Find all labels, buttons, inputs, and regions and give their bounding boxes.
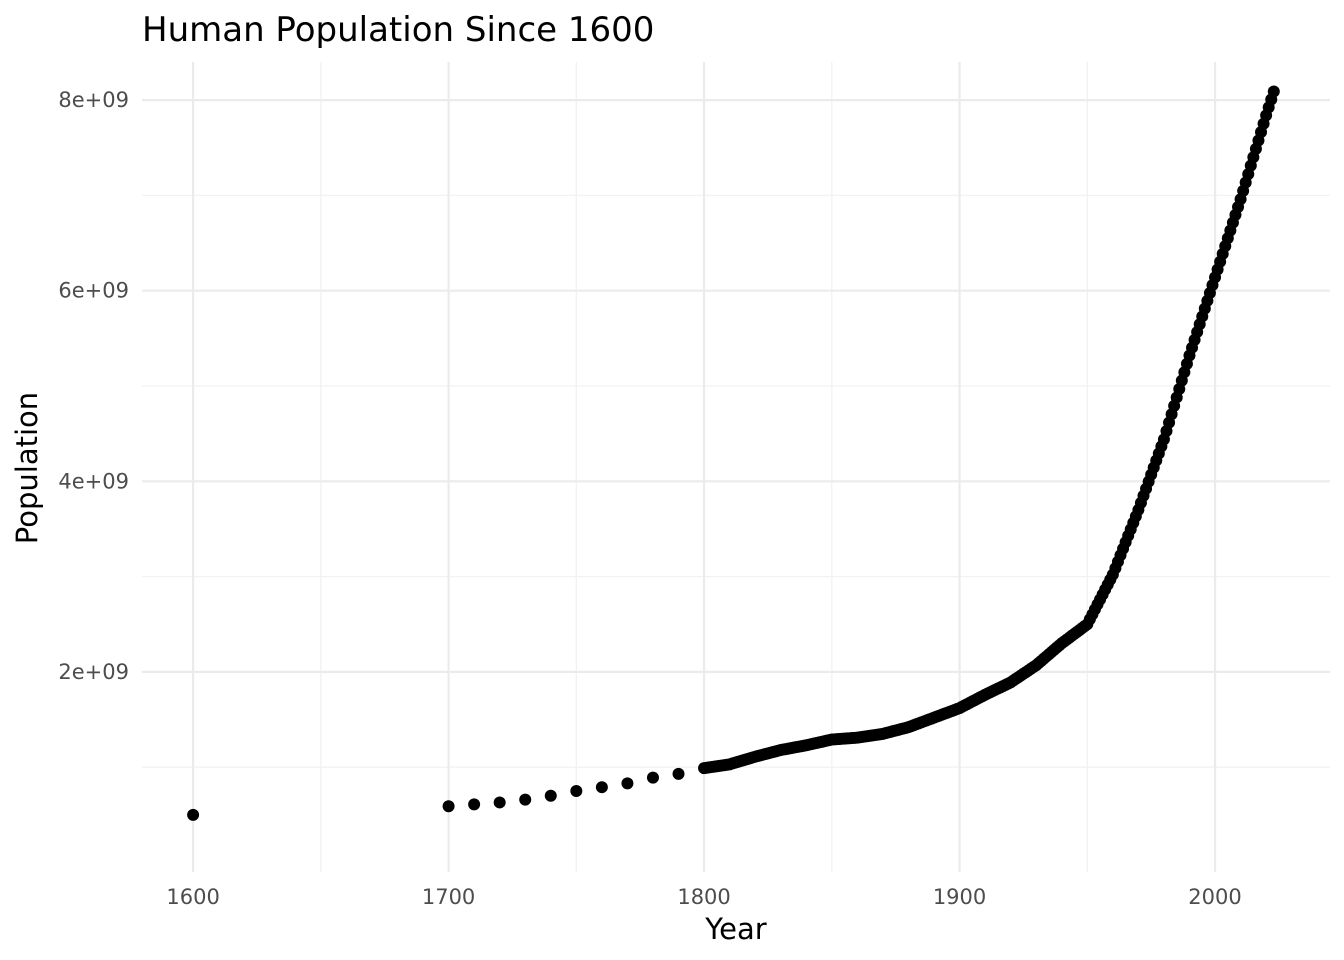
y-tick-label: 8e+09 xyxy=(58,88,129,112)
data-point xyxy=(672,767,685,780)
x-tick-label: 1800 xyxy=(677,885,730,909)
data-point xyxy=(442,800,455,813)
data-point xyxy=(519,793,532,806)
y-tick-label: 4e+09 xyxy=(58,469,129,493)
x-tick-label: 1700 xyxy=(422,885,475,909)
data-point xyxy=(493,796,506,809)
grid xyxy=(142,62,1330,872)
data-point xyxy=(187,808,200,821)
chart-title: Human Population Since 1600 xyxy=(142,10,654,50)
data-point xyxy=(646,771,659,784)
y-axis-title: Population xyxy=(10,392,44,544)
x-tick-labels: 1600 1700 1800 1900 2000 xyxy=(166,885,1241,909)
x-tick-label: 1900 xyxy=(933,885,986,909)
y-tick-label: 2e+09 xyxy=(58,660,129,684)
data-points xyxy=(187,85,1280,821)
x-axis-title: Year xyxy=(704,912,766,946)
data-point xyxy=(595,781,608,794)
data-point xyxy=(570,785,583,797)
data-point xyxy=(1267,85,1280,98)
x-tick-label: 1600 xyxy=(166,885,219,909)
data-point xyxy=(544,789,557,802)
data-point xyxy=(621,777,634,790)
data-point xyxy=(468,798,481,811)
x-tick-label: 2000 xyxy=(1188,885,1241,909)
y-tick-label: 6e+09 xyxy=(58,279,129,303)
y-tick-labels: 2e+09 4e+09 6e+09 8e+09 xyxy=(58,88,129,684)
